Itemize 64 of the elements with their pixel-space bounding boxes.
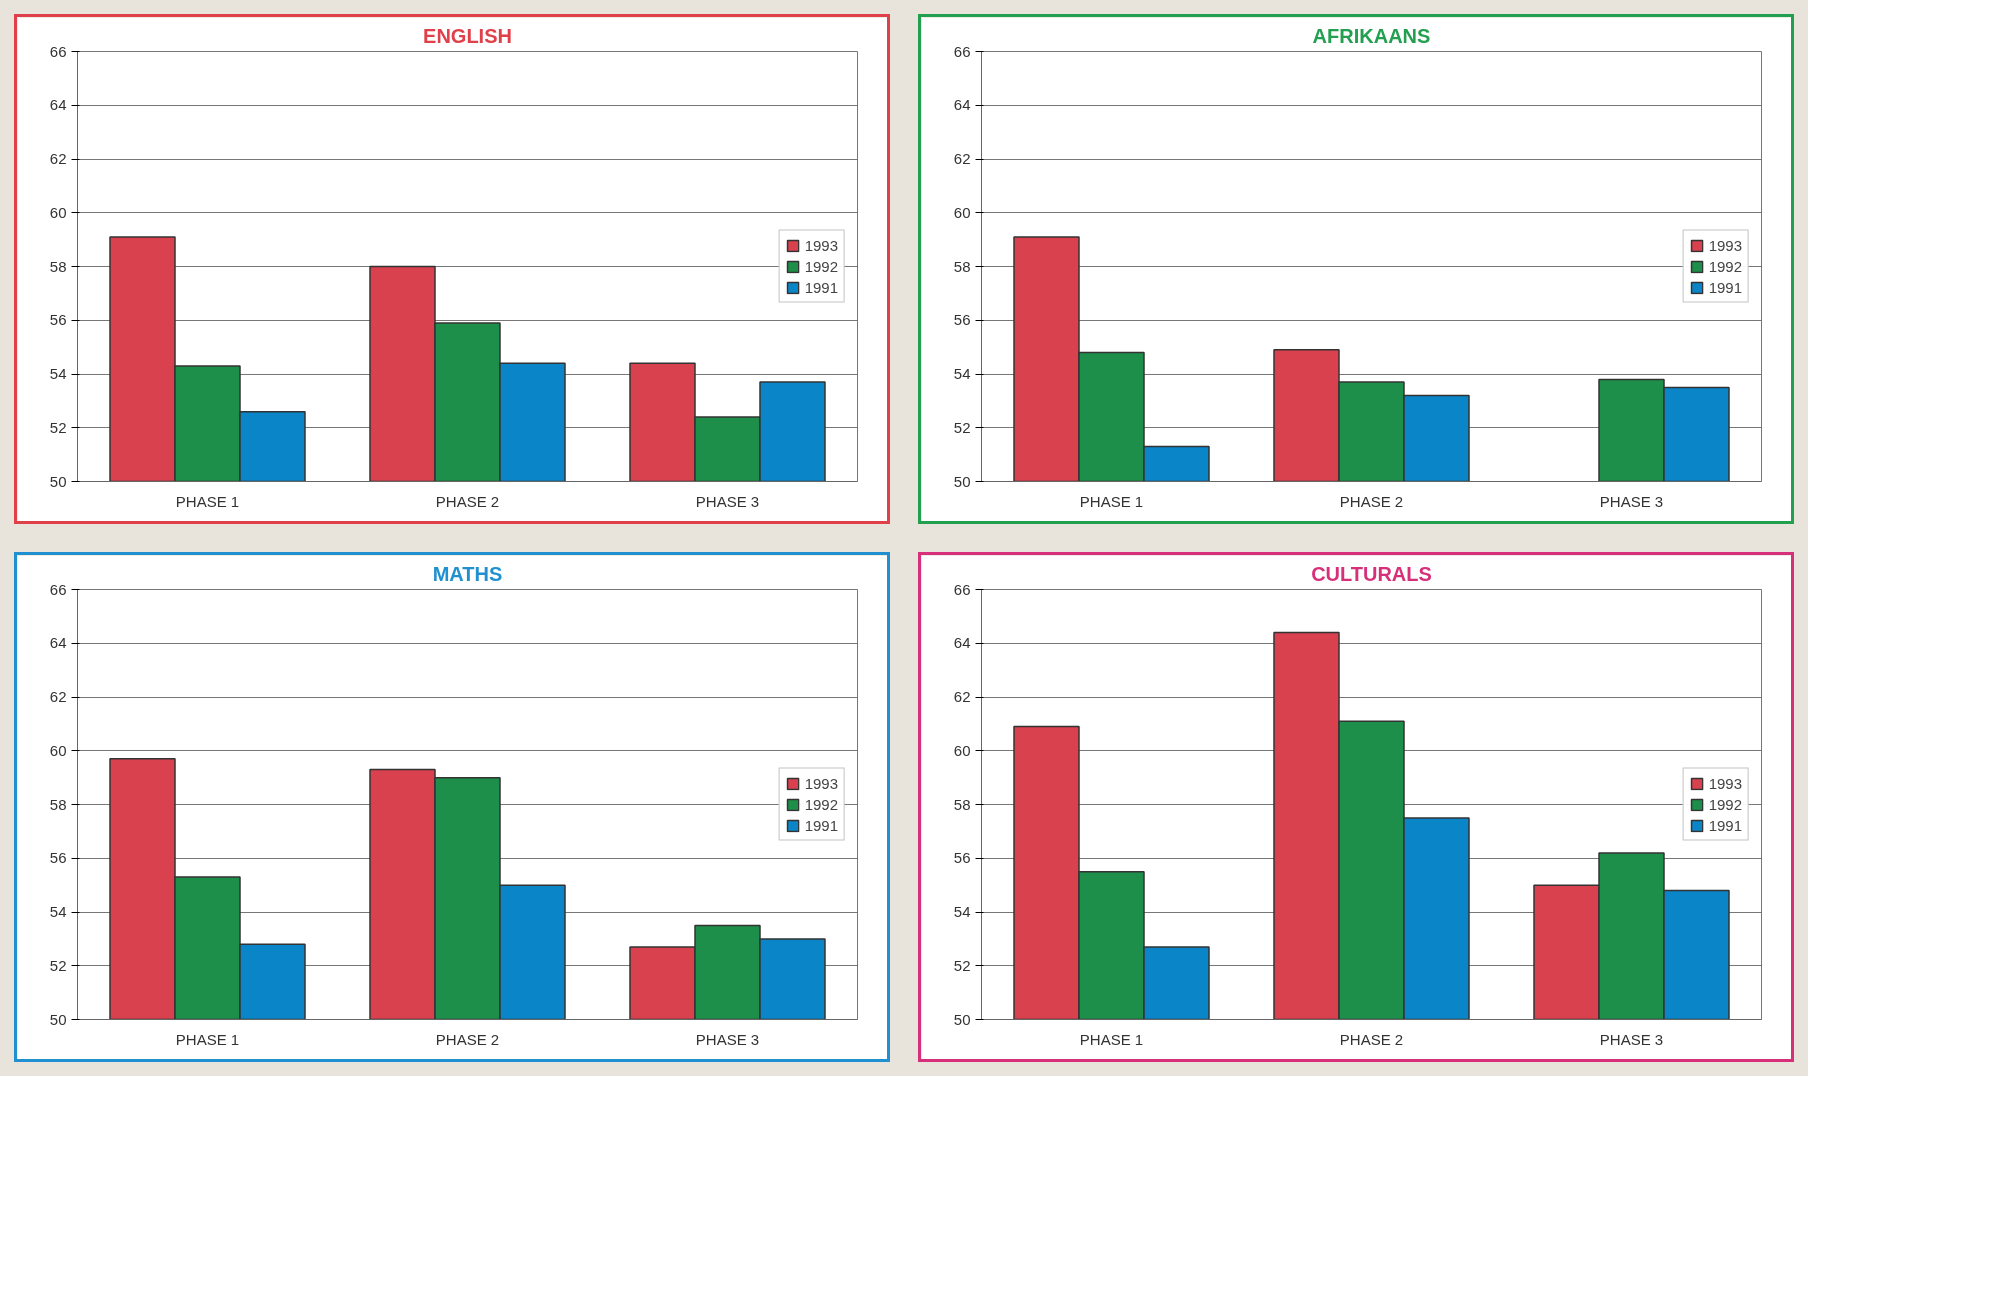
y-tick-label: 64 — [953, 634, 971, 652]
legend-label: 1993 — [1708, 236, 1742, 254]
x-tick-label: PHASE 2 — [1339, 492, 1404, 510]
legend-label: 1992 — [1708, 795, 1742, 813]
legend-label: 1993 — [1708, 774, 1742, 792]
y-tick-label: 66 — [953, 42, 971, 60]
y-tick-label: 60 — [49, 741, 67, 759]
y-tick-label: 66 — [953, 580, 971, 598]
y-tick-label: 54 — [953, 903, 971, 920]
y-tick-label: 50 — [953, 1010, 971, 1028]
y-tick-label: 56 — [49, 849, 67, 867]
y-tick-label: 60 — [953, 741, 971, 759]
x-tick-label: PHASE 3 — [695, 492, 760, 510]
y-tick-label: 54 — [49, 365, 67, 382]
x-tick-label: PHASE 2 — [1339, 1030, 1404, 1048]
y-tick-label: 66 — [49, 580, 67, 598]
chart-title: AFRIKAANS — [1312, 24, 1431, 47]
legend-label: 1991 — [804, 278, 838, 296]
y-tick-label: 56 — [953, 311, 971, 329]
y-tick-label: 62 — [953, 688, 971, 705]
y-tick-label: 54 — [953, 365, 971, 382]
y-tick-label: 58 — [953, 795, 971, 813]
legend-label: 1992 — [1708, 257, 1742, 275]
y-tick-label: 52 — [49, 418, 67, 436]
x-tick-label: PHASE 3 — [1599, 1030, 1664, 1048]
x-tick-label: PHASE 1 — [1079, 492, 1144, 510]
legend-label: 1992 — [804, 257, 838, 275]
legend-label: 1992 — [804, 795, 838, 813]
y-tick-label: 58 — [49, 795, 67, 813]
x-tick-label: PHASE 1 — [1079, 1030, 1144, 1048]
chart-title: MATHS — [432, 562, 503, 585]
x-tick-label: PHASE 2 — [435, 1030, 500, 1048]
legend-label: 1991 — [804, 816, 838, 834]
y-tick-label: 52 — [49, 956, 67, 974]
x-tick-label: PHASE 1 — [175, 492, 240, 510]
y-tick-label: 64 — [49, 96, 67, 114]
chart-title: CULTURALS — [1311, 562, 1432, 585]
y-tick-label: 58 — [49, 257, 67, 275]
y-tick-label: 50 — [49, 472, 67, 490]
legend-label: 1993 — [804, 774, 838, 792]
x-tick-label: PHASE 2 — [435, 492, 500, 510]
y-tick-label: 62 — [49, 688, 67, 705]
x-tick-label: PHASE 3 — [695, 1030, 760, 1048]
y-tick-label: 56 — [49, 311, 67, 329]
x-tick-label: PHASE 3 — [1599, 492, 1664, 510]
y-tick-label: 62 — [49, 150, 67, 167]
y-tick-label: 60 — [49, 203, 67, 221]
y-tick-label: 52 — [953, 418, 971, 436]
y-tick-label: 66 — [49, 42, 67, 60]
y-tick-label: 64 — [49, 634, 67, 652]
y-tick-label: 62 — [953, 150, 971, 167]
y-tick-label: 64 — [953, 96, 971, 114]
y-tick-label: 50 — [49, 1010, 67, 1028]
x-tick-label: PHASE 1 — [175, 1030, 240, 1048]
y-tick-label: 52 — [953, 956, 971, 974]
legend-label: 1991 — [1708, 278, 1742, 296]
y-tick-label: 54 — [49, 903, 67, 920]
legend-label: 1991 — [1708, 816, 1742, 834]
y-tick-label: 60 — [953, 203, 971, 221]
legend-label: 1993 — [804, 236, 838, 254]
y-tick-label: 50 — [953, 472, 971, 490]
chart-title: ENGLISH — [423, 24, 512, 47]
y-tick-label: 56 — [953, 849, 971, 867]
y-tick-label: 58 — [953, 257, 971, 275]
